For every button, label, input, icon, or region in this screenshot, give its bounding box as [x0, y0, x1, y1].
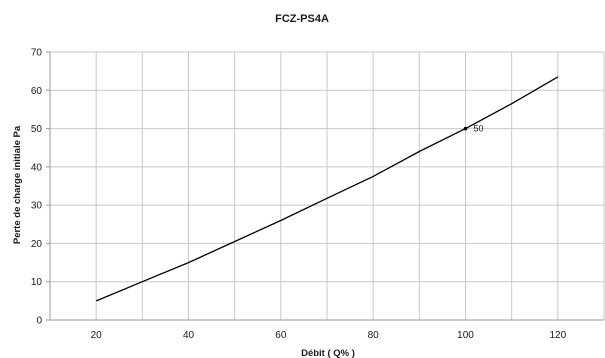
y-tick-label: 40 [31, 162, 43, 173]
tick-labels: 0 10 20 30 40 50 60 70 20 40 60 80 100 120 [31, 48, 567, 342]
x-tick-label: 120 [549, 330, 566, 341]
x-axis-label: Débit ( Q% ) [301, 348, 355, 358]
y-tick-label: 60 [31, 86, 43, 97]
annotations: 50 [463, 124, 484, 134]
x-tick-label: 60 [275, 330, 287, 341]
x-tick-label: 40 [183, 330, 195, 341]
y-tick-label: 0 [36, 316, 42, 327]
series-line-0 [95, 76, 559, 302]
y-axis-label: Perte de charge initiale Pa [12, 125, 23, 244]
x-tick-label: 20 [91, 330, 103, 341]
y-tick-label: 20 [31, 239, 43, 250]
y-tick-label: 50 [31, 124, 43, 135]
x-tick-label: 100 [457, 330, 474, 341]
data-label: 50 [474, 124, 484, 134]
grid-lines [50, 51, 605, 320]
y-tick-label: 30 [31, 201, 43, 212]
x-tick-label: 80 [368, 330, 380, 341]
chart-title: FCZ-PS4A [275, 13, 329, 25]
axes [46, 51, 604, 321]
data-point-marker [463, 126, 468, 131]
y-tick-label: 10 [31, 277, 43, 288]
y-tick-label: 70 [31, 48, 43, 59]
series-lines [95, 76, 559, 302]
